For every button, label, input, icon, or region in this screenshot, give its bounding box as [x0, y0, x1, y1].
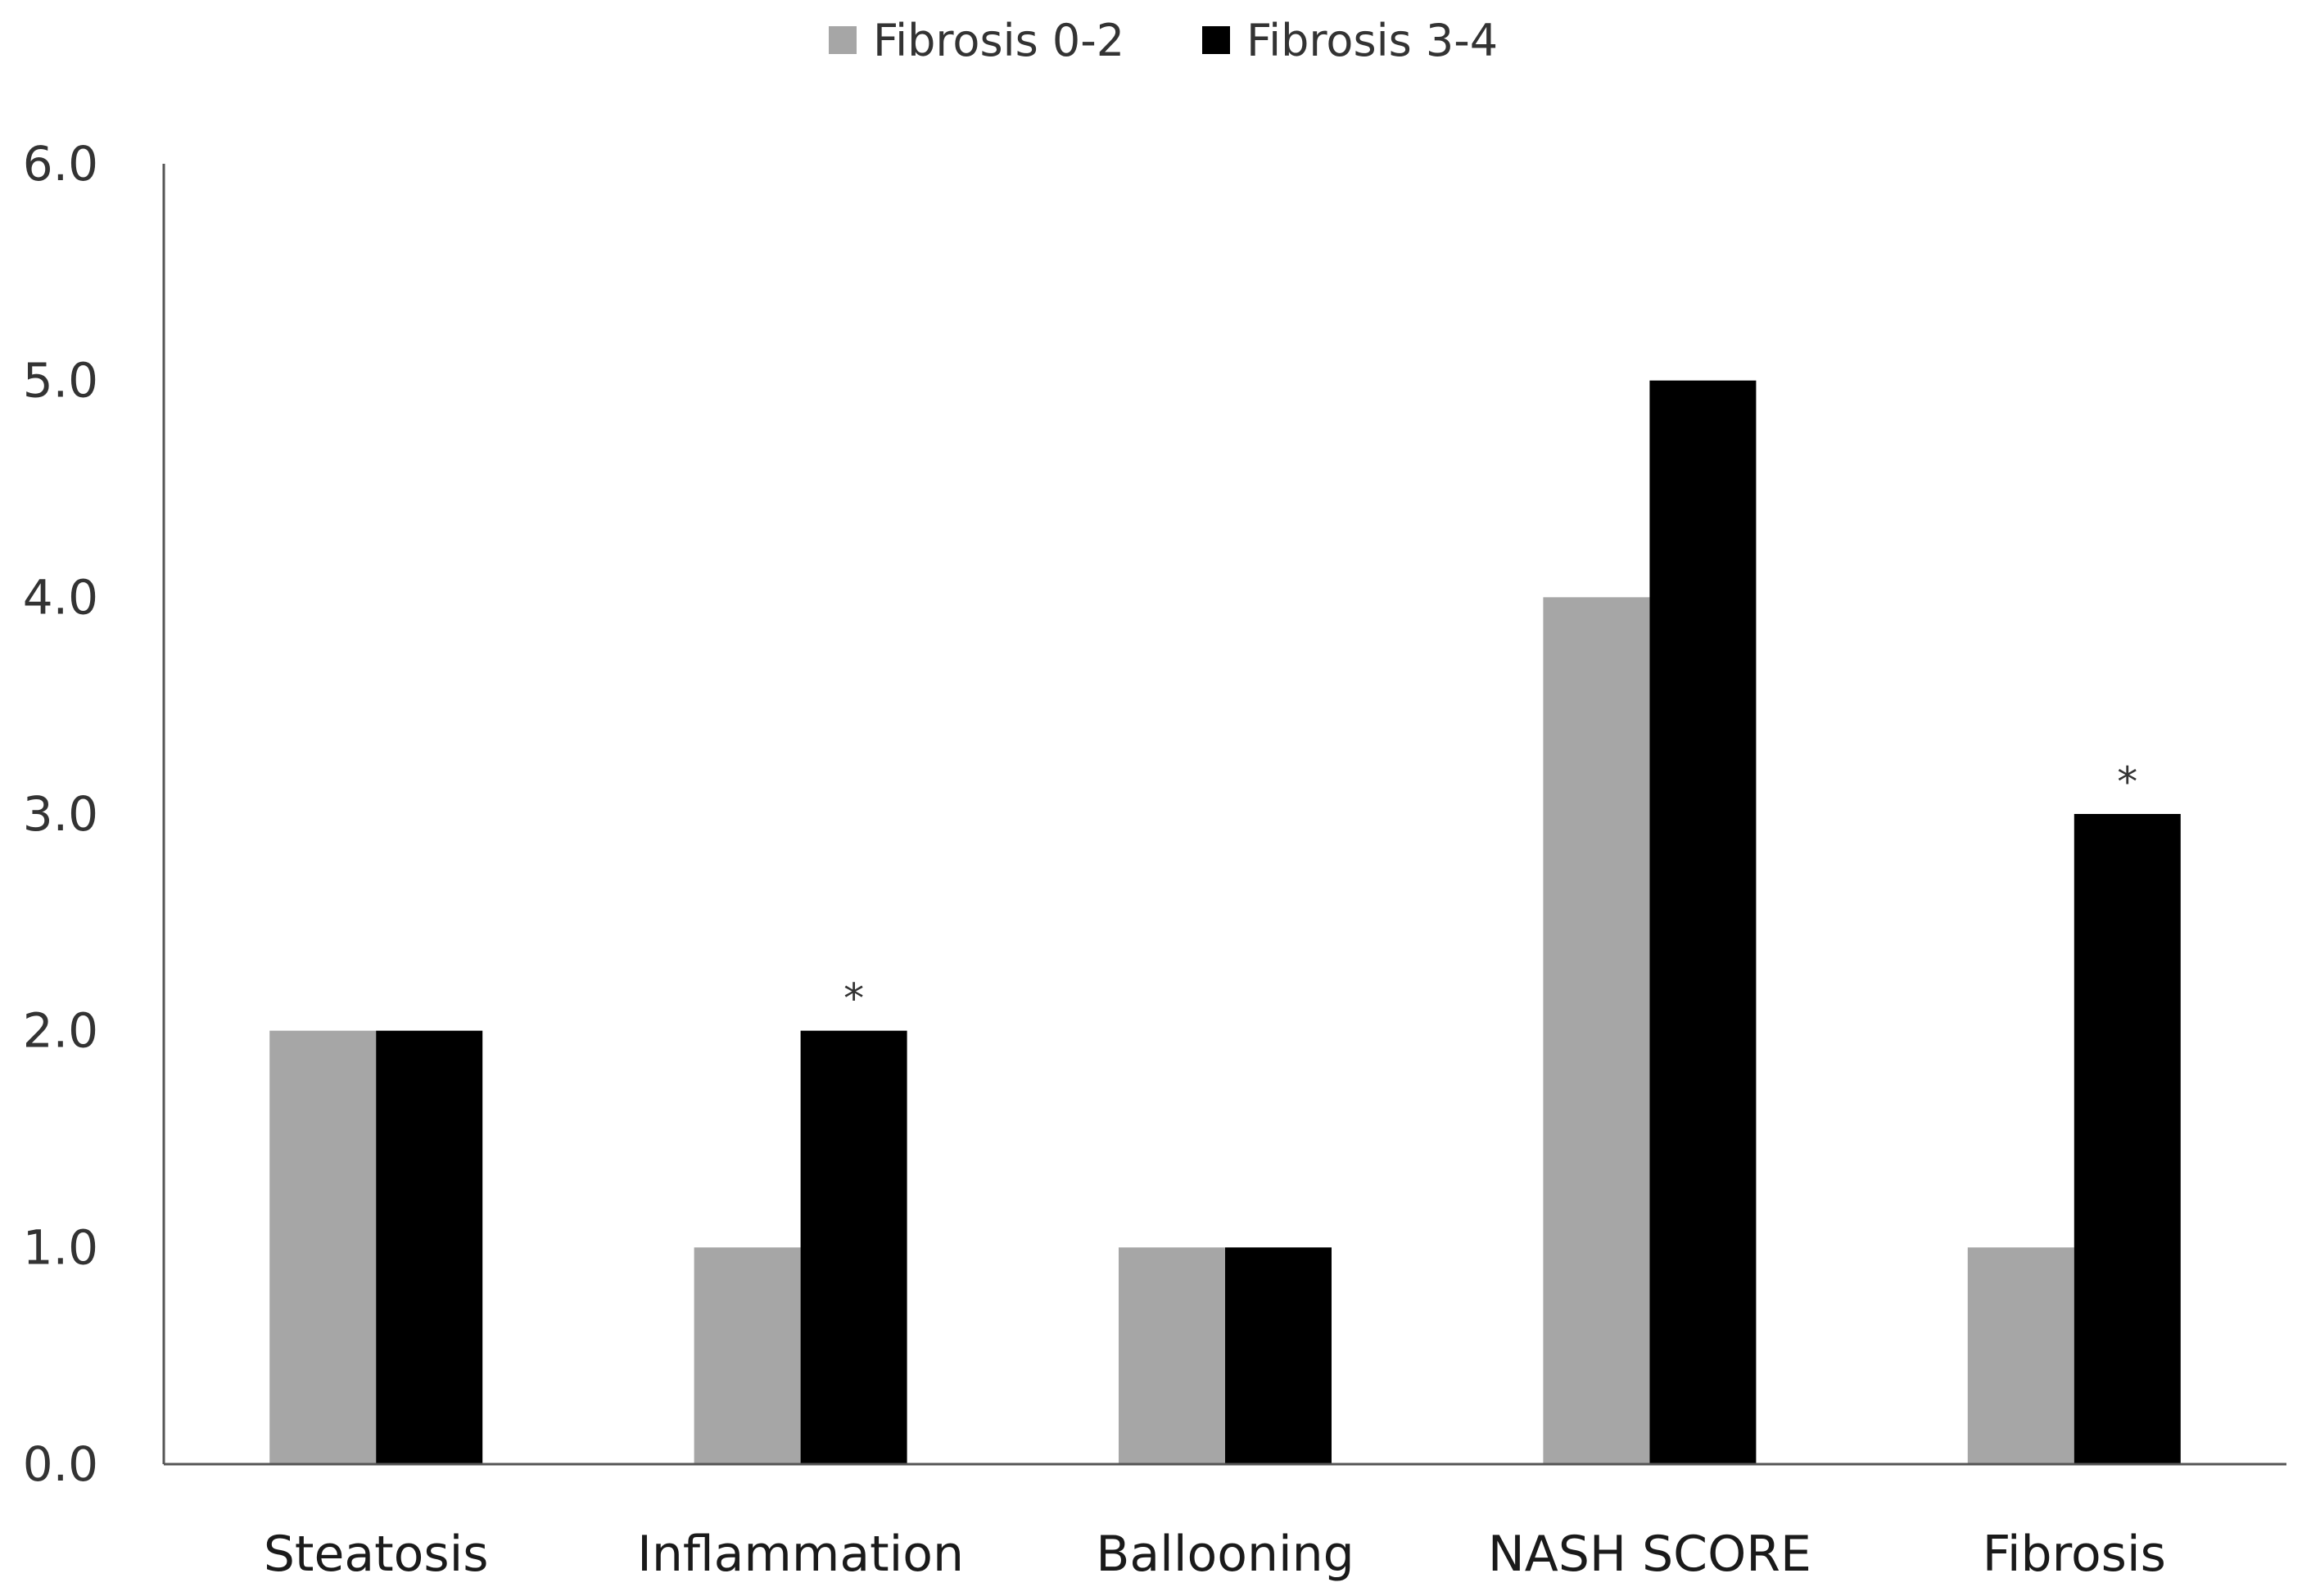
bar-fibrosis-series-1 [2074, 814, 2181, 1464]
x-axis: Steatosis Inflammation Ballooning NASH SCOR… [164, 1463, 2286, 1583]
y-tick-label: 3.0 [23, 786, 98, 842]
significance-marker: * [843, 975, 864, 1023]
legend-swatch-1 [1202, 26, 1230, 54]
bar-inflammation-series-0 [694, 1247, 801, 1464]
legend-swatch-0 [829, 26, 857, 54]
bars [269, 380, 2181, 1465]
y-tick-label: 6.0 [23, 136, 98, 192]
x-tick-label: Inflammation [637, 1526, 964, 1583]
bar-nash-score-series-1 [1649, 380, 1757, 1465]
y-axis: 0.0 1.0 2.0 3.0 4.0 5.0 6.0 [23, 136, 165, 1492]
bar-steatosis-series-1 [376, 1030, 483, 1464]
bar-nash-score-series-0 [1543, 597, 1650, 1465]
x-tick-label: Fibrosis [1983, 1526, 2166, 1583]
y-tick-label: 5.0 [23, 353, 98, 409]
y-tick-label: 2.0 [23, 1003, 98, 1059]
legend-label-0: Fibrosis 0-2 [873, 15, 1124, 66]
significance-marker: * [2117, 758, 2137, 806]
y-tick-label: 1.0 [23, 1219, 98, 1275]
x-tick-label: Steatosis [264, 1526, 489, 1583]
bar-ballooning-series-0 [1119, 1247, 1225, 1464]
bar-ballooning-series-1 [1225, 1247, 1332, 1464]
bar-fibrosis-series-0 [1967, 1247, 2074, 1464]
x-tick-label: NASH SCORE [1488, 1526, 1811, 1583]
annotations: ** [843, 758, 2137, 1023]
x-tick-label: Ballooning [1096, 1526, 1354, 1583]
bar-inflammation-series-1 [800, 1030, 907, 1464]
bar-steatosis-series-0 [269, 1030, 377, 1464]
legend: Fibrosis 0-2 Fibrosis 3-4 [829, 15, 1498, 66]
y-tick-label: 4.0 [23, 569, 98, 625]
y-tick-label: 0.0 [23, 1436, 98, 1492]
legend-label-1: Fibrosis 3-4 [1246, 15, 1498, 66]
